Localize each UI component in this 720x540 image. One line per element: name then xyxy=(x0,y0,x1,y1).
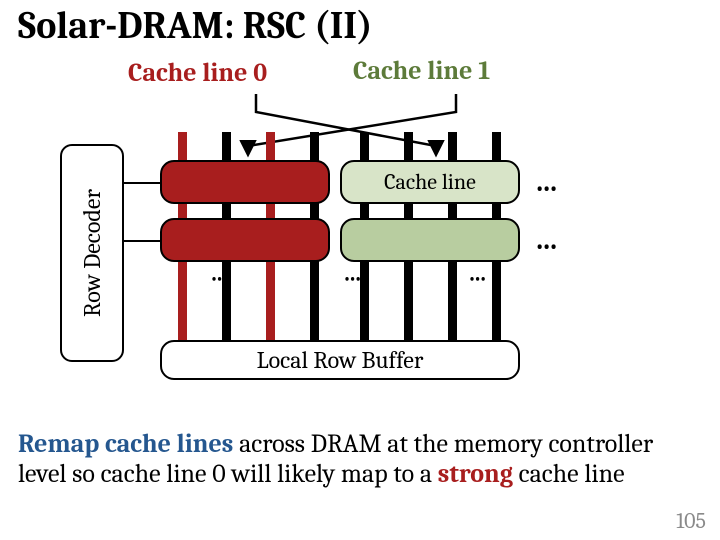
caption-strong: strong xyxy=(438,459,513,489)
vertical-ellipsis: … xyxy=(345,281,362,288)
row-wire xyxy=(124,240,160,242)
caption-text: Remap cache lines across DRAM at the mem… xyxy=(18,430,698,490)
cache-cell-label: Cache line xyxy=(342,169,518,195)
cache-cell xyxy=(160,160,330,204)
diagram-area: Row Decoder Local Row Buffer Cache line …… xyxy=(60,90,600,390)
horizontal-ellipsis: … xyxy=(535,164,558,199)
page-number: 105 xyxy=(676,508,706,534)
vertical-ellipsis: … xyxy=(212,281,229,288)
cache-cell xyxy=(340,218,520,262)
row-wire xyxy=(124,182,160,184)
caption-rest2: cache line xyxy=(513,459,625,489)
row-decoder-box: Row Decoder xyxy=(60,144,124,362)
caption-lead: Remap cache lines xyxy=(18,429,233,459)
slide-title: Solar-DRAM: RSC (II) xyxy=(18,4,373,48)
horizontal-ellipsis: … xyxy=(535,222,558,257)
cache-line-0-label: Cache line 0 xyxy=(128,58,267,88)
cache-cell: Cache line xyxy=(340,160,520,204)
local-row-buffer: Local Row Buffer xyxy=(160,340,520,380)
row-decoder-label: Row Decoder xyxy=(78,189,106,317)
vertical-ellipsis: … xyxy=(470,281,487,288)
cache-cell xyxy=(160,218,330,262)
cache-line-1-label: Cache line 1 xyxy=(353,56,490,86)
